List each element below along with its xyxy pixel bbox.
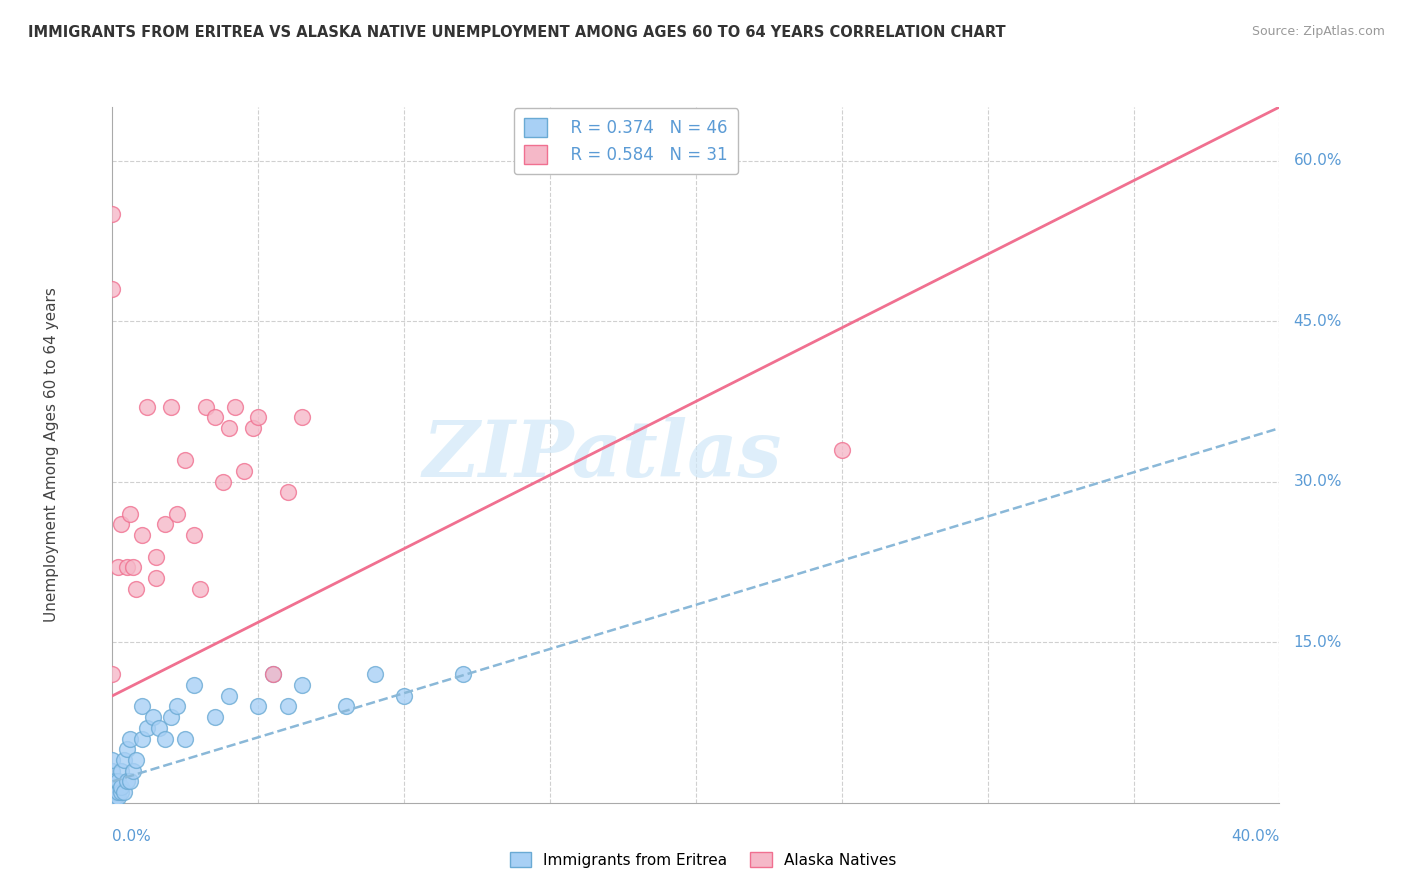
Point <box>101 780 124 794</box>
Point <box>392 689 416 703</box>
Point <box>145 549 167 564</box>
Point <box>104 774 127 789</box>
Point <box>247 410 270 425</box>
Point <box>232 464 254 478</box>
Text: 15.0%: 15.0% <box>1294 635 1341 649</box>
Point <box>110 780 132 794</box>
Point <box>166 699 188 714</box>
Point <box>194 400 217 414</box>
Point <box>101 796 124 810</box>
Point <box>153 731 176 746</box>
Point <box>101 667 124 681</box>
Point <box>174 453 197 467</box>
Point <box>451 667 474 681</box>
Point <box>131 731 153 746</box>
Point <box>110 517 132 532</box>
Point <box>276 699 298 714</box>
Point <box>204 710 226 724</box>
Point <box>142 710 165 724</box>
Point <box>160 400 183 414</box>
Point <box>136 400 159 414</box>
Legend:   R = 0.374   N = 46,   R = 0.584   N = 31: R = 0.374 N = 46, R = 0.584 N = 31 <box>513 109 738 174</box>
Point <box>335 699 357 714</box>
Point <box>183 528 205 542</box>
Point <box>145 571 167 585</box>
Point <box>204 410 226 425</box>
Point <box>110 764 132 778</box>
Point <box>107 790 129 805</box>
Point <box>125 753 148 767</box>
Point <box>101 207 124 221</box>
Text: ZIPatlas: ZIPatlas <box>423 417 782 493</box>
Point <box>115 742 138 756</box>
Point <box>118 774 141 789</box>
Text: IMMIGRANTS FROM ERITREA VS ALASKA NATIVE UNEMPLOYMENT AMONG AGES 60 TO 64 YEARS : IMMIGRANTS FROM ERITREA VS ALASKA NATIVE… <box>28 25 1005 40</box>
Point <box>218 689 240 703</box>
Point <box>276 485 298 500</box>
Point <box>122 764 145 778</box>
Point <box>262 667 284 681</box>
Point <box>224 400 246 414</box>
Text: Source: ZipAtlas.com: Source: ZipAtlas.com <box>1251 25 1385 38</box>
Point <box>131 528 153 542</box>
Point <box>291 410 314 425</box>
Point <box>112 785 135 799</box>
Point <box>125 582 148 596</box>
Text: 45.0%: 45.0% <box>1294 314 1341 328</box>
Text: 0.0%: 0.0% <box>112 830 152 844</box>
Point <box>166 507 188 521</box>
Point <box>364 667 387 681</box>
Legend: Immigrants from Eritrea, Alaska Natives: Immigrants from Eritrea, Alaska Natives <box>503 846 903 873</box>
Point <box>131 699 153 714</box>
Point <box>110 785 132 799</box>
Point <box>104 790 127 805</box>
Point <box>101 790 124 805</box>
Text: 60.0%: 60.0% <box>1294 153 1341 168</box>
Point <box>122 560 145 574</box>
Point <box>107 785 129 799</box>
Point <box>115 560 138 574</box>
Point <box>107 774 129 789</box>
Point <box>212 475 235 489</box>
Point <box>104 785 127 799</box>
Point <box>101 785 124 799</box>
Point <box>101 753 124 767</box>
Text: 40.0%: 40.0% <box>1232 830 1279 844</box>
Text: 30.0%: 30.0% <box>1294 475 1341 489</box>
Point <box>101 282 124 296</box>
Point <box>101 796 124 810</box>
Point <box>242 421 264 435</box>
Point <box>262 667 284 681</box>
Point <box>118 507 141 521</box>
Point <box>247 699 270 714</box>
Point <box>104 796 127 810</box>
Point <box>115 774 138 789</box>
Point <box>183 678 205 692</box>
Point <box>112 753 135 767</box>
Point <box>136 721 159 735</box>
Point <box>101 774 124 789</box>
Point <box>153 517 176 532</box>
Point <box>118 731 141 746</box>
Point <box>218 421 240 435</box>
Point <box>174 731 197 746</box>
Point <box>107 560 129 574</box>
Point <box>831 442 853 457</box>
Point <box>160 710 183 724</box>
Point <box>101 764 124 778</box>
Point <box>188 582 211 596</box>
Point <box>291 678 314 692</box>
Point <box>148 721 170 735</box>
Text: Unemployment Among Ages 60 to 64 years: Unemployment Among Ages 60 to 64 years <box>45 287 59 623</box>
